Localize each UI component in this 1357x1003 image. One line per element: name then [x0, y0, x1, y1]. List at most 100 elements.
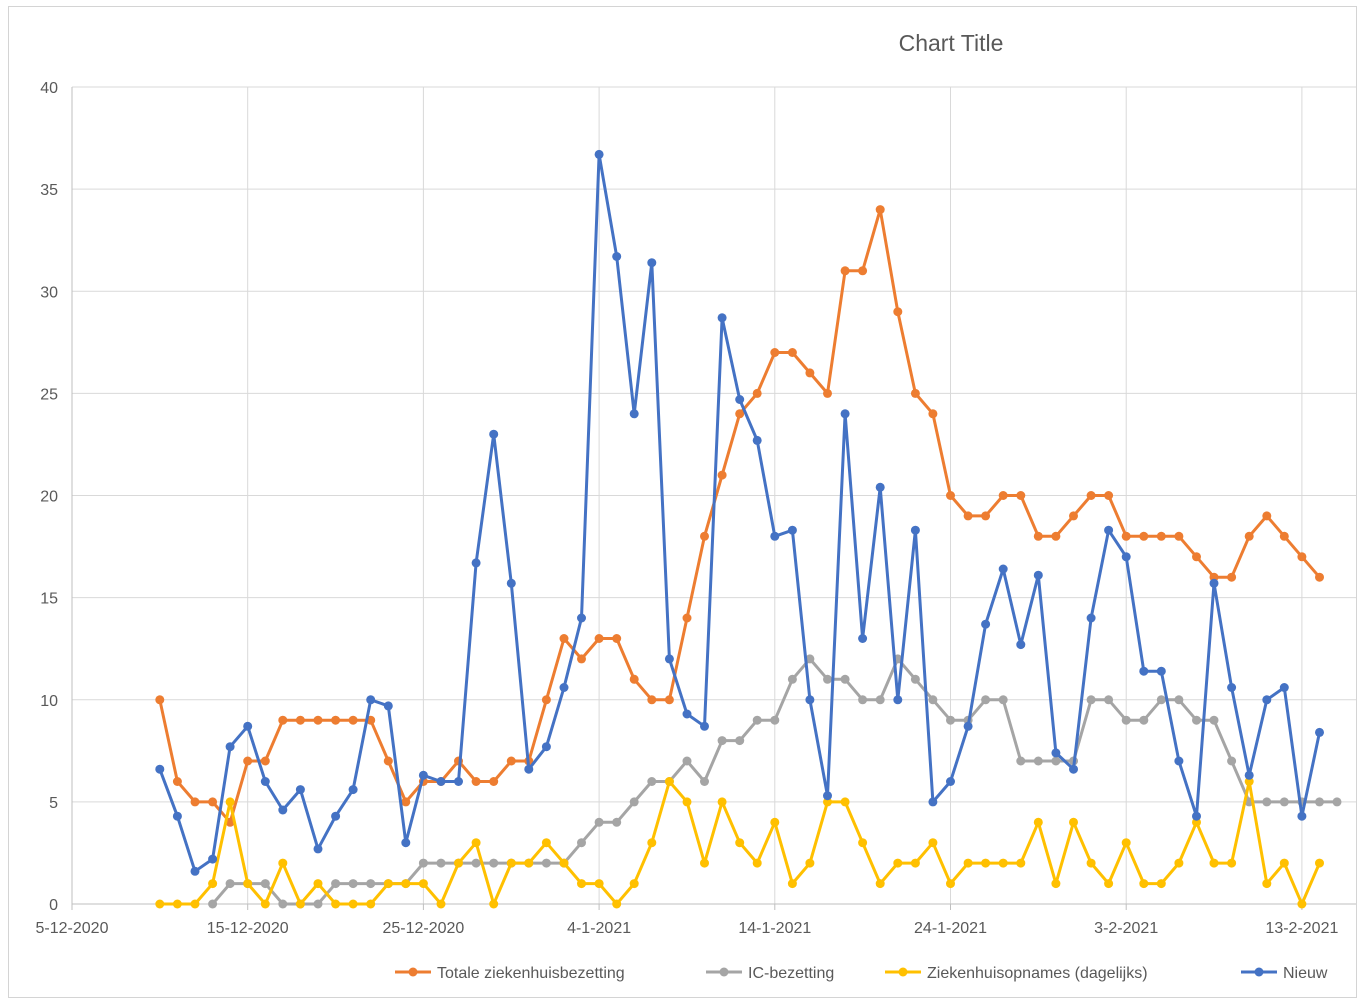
data-point [1244, 770, 1254, 780]
data-point [1033, 817, 1043, 827]
data-point [278, 899, 288, 909]
data-point [190, 866, 200, 876]
data-point [1209, 578, 1219, 588]
legend-label: Ziekenhuisopnames (dagelijks) [927, 965, 1148, 982]
data-point [1315, 727, 1324, 737]
data-point [1192, 552, 1201, 562]
data-point [963, 721, 973, 731]
data-point [735, 395, 745, 404]
data-point [858, 634, 868, 643]
chart-title: Chart Title [899, 30, 1004, 56]
y-tick-label: 25 [40, 386, 58, 403]
data-point [682, 613, 692, 623]
data-point [278, 805, 288, 815]
data-point [787, 348, 797, 357]
data-point [910, 388, 920, 398]
data-point [471, 558, 481, 568]
data-point [752, 858, 762, 868]
y-tick-label: 35 [40, 182, 58, 199]
data-point [735, 736, 745, 746]
data-point [805, 368, 815, 378]
data-point [260, 879, 270, 889]
data-point [454, 777, 463, 786]
data-point [946, 715, 955, 725]
data-point [1262, 695, 1272, 705]
series-line-nieuw [158, 152, 1321, 873]
data-point [1315, 797, 1324, 807]
data-point [1086, 695, 1096, 705]
legend-item: Totale ziekenhuisbezetting [395, 965, 625, 982]
legend-item: Ziekenhuisopnames (dagelijks) [885, 965, 1148, 982]
legend: Totale ziekenhuisbezetting IC-bezetting Zi… [395, 965, 1328, 982]
x-tick-label: 5-12-2020 [36, 920, 109, 937]
x-tick-label: 15-12-2020 [207, 920, 289, 937]
data-point [700, 531, 709, 541]
data-point [1156, 666, 1166, 676]
y-tick-label: 15 [40, 591, 58, 608]
data-point [524, 764, 534, 774]
data-point [366, 695, 376, 705]
data-point [577, 838, 586, 848]
data-point [770, 531, 780, 541]
data-point [541, 838, 551, 848]
data-point [295, 715, 305, 725]
data-point [594, 817, 604, 827]
data-point [875, 482, 885, 492]
data-point [454, 858, 463, 868]
data-point [524, 858, 534, 868]
data-point [928, 695, 938, 705]
data-point [1051, 748, 1061, 758]
data-point [981, 619, 991, 629]
data-point [594, 879, 604, 889]
data-point [577, 613, 586, 623]
data-point [1262, 797, 1272, 807]
data-point [1174, 858, 1184, 868]
data-point [1069, 817, 1078, 827]
data-point [190, 797, 200, 807]
data-point [840, 797, 850, 807]
data-point [489, 899, 499, 909]
data-point [910, 858, 920, 868]
data-point [1297, 811, 1307, 821]
data-point [1174, 756, 1184, 766]
data-point [1139, 715, 1149, 725]
data-point [1315, 572, 1324, 582]
legend-label: Totale ziekenhuisbezetting [437, 965, 625, 982]
data-point [243, 879, 253, 889]
data-point [313, 715, 323, 725]
data-point [559, 858, 569, 868]
x-tick-label: 3-2-2021 [1094, 920, 1158, 937]
data-point [1156, 695, 1166, 705]
data-point [823, 388, 832, 398]
y-tick-label: 10 [40, 693, 58, 710]
data-point [752, 388, 762, 398]
data-point [998, 564, 1008, 574]
data-point [717, 797, 727, 807]
y-tick-label: 0 [49, 897, 58, 914]
data-point [981, 858, 991, 868]
data-point [770, 348, 780, 357]
data-point [1209, 715, 1219, 725]
x-tick-label: 13-2-2021 [1265, 920, 1338, 937]
data-point [664, 654, 674, 664]
data-point [155, 899, 165, 909]
data-point [858, 695, 868, 705]
data-point [647, 258, 657, 268]
data-point [1262, 879, 1272, 889]
data-point [278, 858, 288, 868]
data-point [647, 695, 657, 705]
data-point [577, 654, 586, 664]
data-point [700, 858, 709, 868]
data-point [805, 654, 815, 664]
data-point [682, 756, 692, 766]
data-point [1244, 777, 1254, 786]
data-point [1016, 858, 1026, 868]
chart-frame: 0 5 10 15 20 25 30 35 40 5-12-2020 15-12-2020 25-12… [8, 6, 1357, 998]
data-point [946, 491, 955, 500]
data-point [1279, 531, 1289, 541]
data-point [787, 525, 797, 535]
data-point [998, 491, 1008, 500]
data-point [682, 797, 692, 807]
data-point [1051, 531, 1061, 541]
data-point [401, 797, 411, 807]
